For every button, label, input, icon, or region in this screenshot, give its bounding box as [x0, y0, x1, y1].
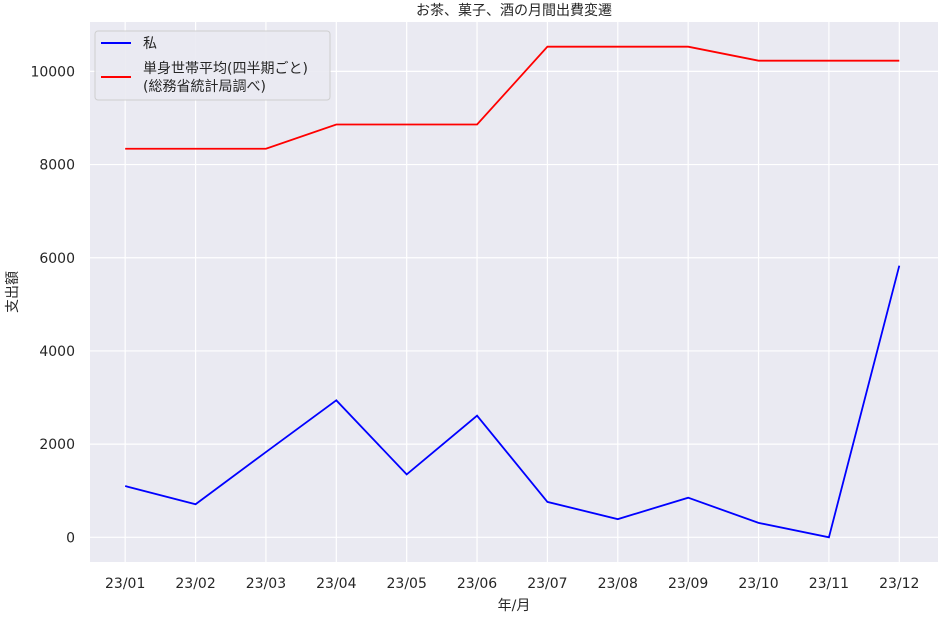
x-axis-label: 年/月 — [498, 598, 531, 614]
legend: 私 単身世帯平均(四半期ごと) (総務省統計局調べ) — [95, 31, 330, 100]
x-tick-label: 23/10 — [738, 576, 778, 592]
x-tick-label: 23/03 — [246, 576, 286, 592]
legend-label-1a: 単身世帯平均(四半期ごと) — [143, 61, 308, 77]
x-tick-label: 23/12 — [879, 576, 919, 592]
y-tick-label: 2000 — [39, 437, 75, 453]
x-tick-label: 23/07 — [527, 576, 567, 592]
x-tick-label: 23/09 — [668, 576, 708, 592]
y-tick-label: 6000 — [39, 251, 75, 267]
y-axis-label: 支出額 — [5, 271, 21, 313]
x-tick-label: 23/01 — [105, 576, 145, 592]
x-tick-label: 23/08 — [598, 576, 638, 592]
chart-title: お茶、菓子、酒の月間出費変遷 — [416, 2, 612, 19]
legend-label-0: 私 — [143, 36, 157, 52]
legend-label-1b: (総務省統計局調べ) — [143, 79, 266, 95]
x-tick-label: 23/02 — [175, 576, 215, 592]
y-tick-label: 8000 — [39, 158, 75, 174]
y-tick-label: 10000 — [30, 64, 75, 80]
plot-area — [90, 22, 938, 562]
y-ticks: 0 2000 4000 6000 8000 10000 — [30, 64, 75, 546]
y-tick-label: 0 — [66, 530, 75, 546]
x-tick-label: 23/11 — [809, 576, 849, 592]
x-ticks: 23/01 23/02 23/03 23/04 23/05 23/06 23/07 23/08… — [105, 576, 919, 592]
y-tick-label: 4000 — [39, 344, 75, 360]
x-tick-label: 23/05 — [387, 576, 427, 592]
x-tick-label: 23/04 — [316, 576, 356, 592]
x-tick-label: 23/06 — [457, 576, 497, 592]
